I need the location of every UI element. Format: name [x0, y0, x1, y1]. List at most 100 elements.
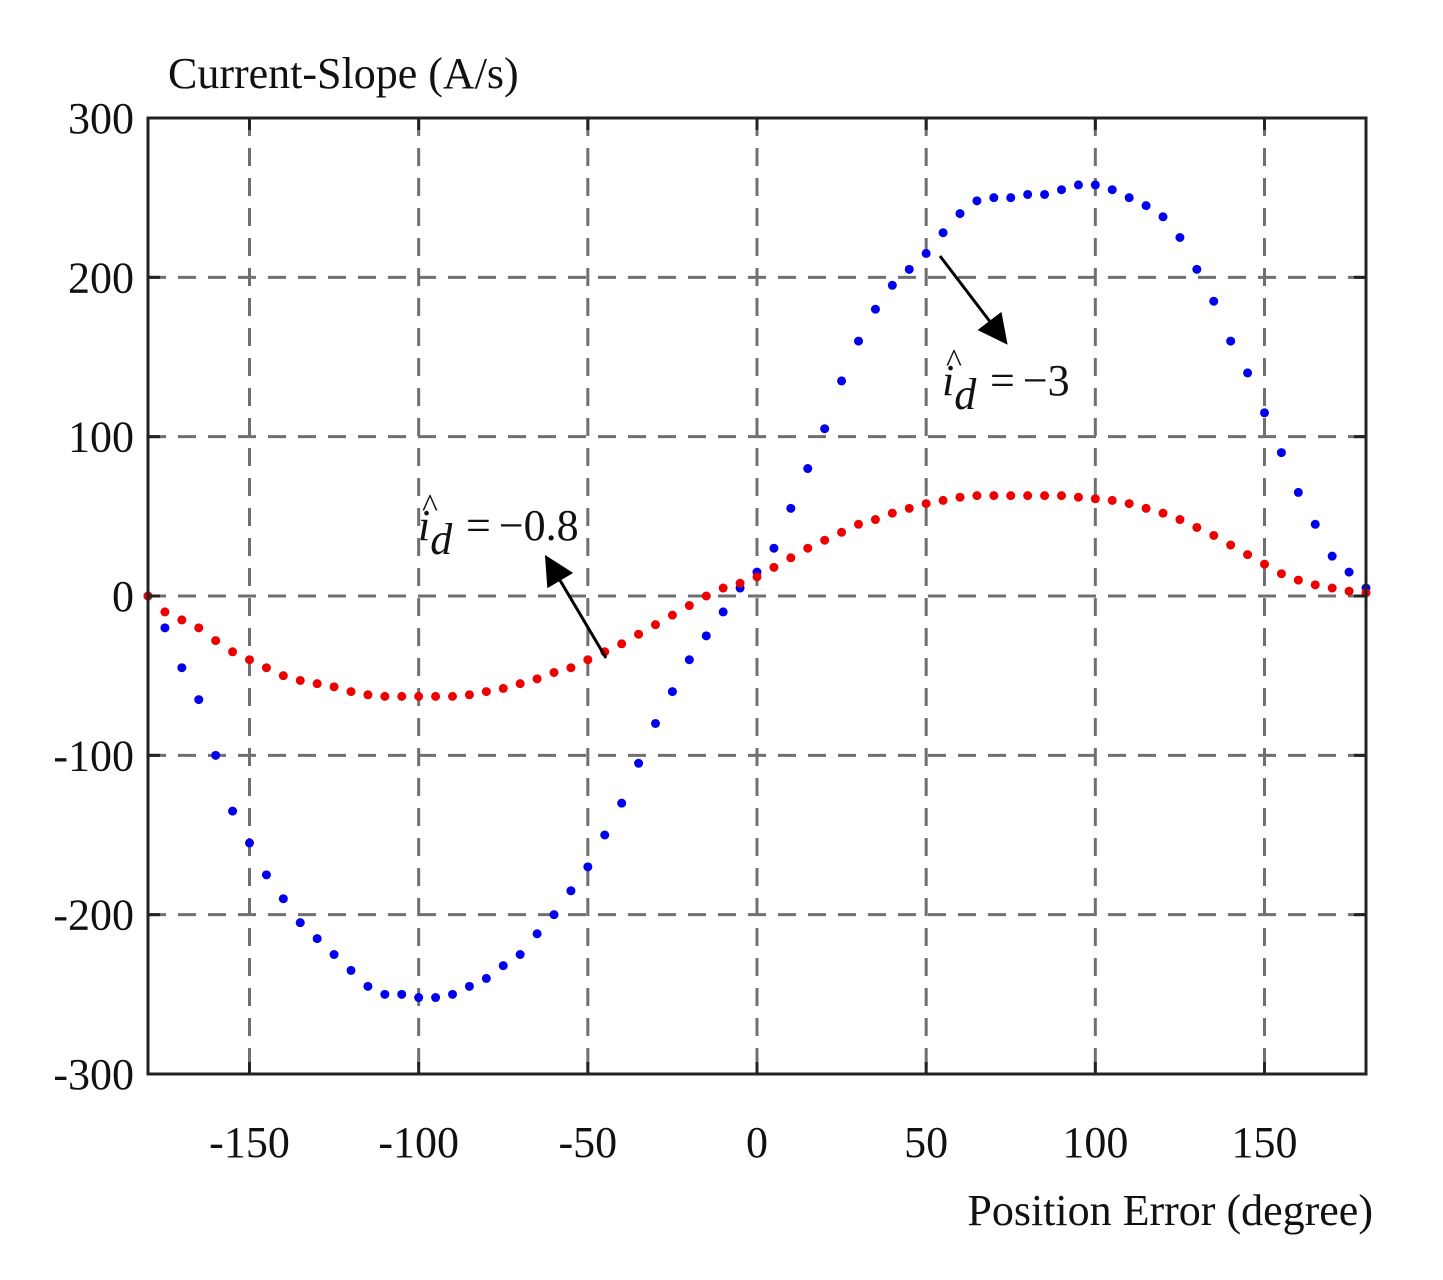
red-data-point — [211, 636, 221, 646]
blue-data-point — [583, 862, 593, 872]
red-data-point — [278, 671, 288, 681]
red-data-point — [752, 572, 762, 582]
blue-data-point — [1310, 519, 1320, 529]
blue-data-point — [1344, 567, 1354, 577]
blue-data-point — [177, 663, 187, 673]
blue-data-point — [1057, 185, 1066, 195]
blue-data-point — [1006, 193, 1016, 203]
red-data-point — [938, 495, 948, 505]
anno-blue-var: i — [942, 356, 954, 405]
red-data-point — [177, 615, 187, 625]
blue-data-point — [921, 248, 931, 258]
red-data-point — [464, 690, 474, 700]
blue-data-point — [431, 993, 441, 1003]
blue-data-point — [1327, 551, 1337, 561]
red-data-point — [1175, 515, 1185, 525]
y-tick-label: 200 — [68, 253, 134, 302]
blue-data-point — [684, 655, 694, 665]
blue-data-point — [1209, 296, 1219, 306]
red-data-point — [1209, 530, 1219, 540]
red-data-point — [1006, 491, 1016, 501]
red-data-point — [972, 491, 982, 501]
red-data-point — [803, 543, 813, 553]
blue-data-point — [481, 973, 491, 983]
blue-data-point — [1040, 189, 1050, 199]
blue-data-point — [1192, 264, 1202, 274]
red-data-point — [1226, 540, 1236, 550]
red-data-point — [837, 527, 847, 537]
red-data-point — [549, 667, 559, 677]
red-data-point — [1344, 586, 1354, 596]
red-data-point — [498, 683, 508, 693]
blue-data-point — [397, 989, 407, 999]
red-data-point — [431, 691, 441, 701]
grid-lines — [148, 118, 1366, 1074]
blue-data-point — [1158, 212, 1168, 222]
red-data-point — [448, 691, 457, 701]
red-data-point — [414, 691, 424, 701]
anno-red-relation: = — [466, 501, 491, 550]
blue-data-point — [1107, 185, 1117, 195]
blue-data-point — [870, 304, 880, 314]
red-data-point — [1073, 492, 1083, 502]
annotation-blue-label: id ^ = −3 — [942, 343, 1070, 419]
blue-data-point — [160, 623, 170, 633]
blue-data-point — [854, 336, 863, 346]
blue-data-point — [617, 798, 627, 808]
blue-data-point — [651, 718, 660, 728]
blue-data-point — [194, 695, 204, 705]
blue-data-point — [989, 193, 999, 203]
red-data-point — [786, 553, 796, 563]
anno-red-subscript: d — [430, 515, 453, 564]
anno-red-var: i — [418, 501, 430, 550]
blue-data-point — [972, 196, 982, 206]
red-data-point — [1293, 575, 1303, 585]
red-data-point — [955, 492, 965, 502]
blue-data-point — [363, 981, 373, 991]
x-tick-label: -150 — [209, 1118, 290, 1167]
blue-data-point — [634, 758, 644, 768]
anno-blue-relation: = — [990, 356, 1015, 405]
red-data-point — [1276, 569, 1286, 579]
blue-data-point — [549, 910, 559, 920]
y-tick-label: 300 — [68, 94, 134, 143]
blue-data-point — [228, 806, 238, 816]
red-data-point — [1090, 494, 1100, 504]
red-data-point — [701, 591, 711, 601]
red-data-point — [820, 535, 830, 545]
blue-data-point — [1175, 233, 1185, 242]
blue-data-point — [938, 228, 948, 238]
blue-data-point — [820, 424, 830, 434]
blue-data-point — [464, 981, 474, 991]
axis-ticks — [148, 116, 1366, 1076]
red-data-point — [346, 687, 356, 697]
blue-data-point — [667, 687, 677, 697]
y-tick-label: -100 — [53, 731, 134, 780]
y-tick-label: -200 — [53, 891, 134, 940]
svg-text:=−0.8: = −0.8 — [466, 501, 579, 550]
red-data-point — [295, 675, 305, 685]
blue-data-point — [718, 607, 728, 617]
svg-text:=−3: = −3 — [990, 356, 1070, 405]
y-tick-label: -300 — [53, 1050, 134, 1099]
blue-data-point — [414, 993, 424, 1003]
red-data-point — [735, 578, 745, 588]
blue-data-point — [1124, 193, 1134, 203]
blue-data-point — [1260, 408, 1269, 418]
red-data-point — [1243, 550, 1253, 560]
blue-data-point — [1293, 487, 1303, 497]
blue-data-point — [1090, 180, 1100, 190]
red-data-point — [904, 503, 914, 513]
blue-data-point — [329, 950, 339, 959]
blue-data-point — [532, 929, 542, 939]
x-tick-labels: -150 -100 -50 0 50 100 150 — [209, 1118, 1297, 1167]
red-data-point — [634, 629, 644, 639]
blue-data-point — [448, 989, 457, 999]
red-data-point — [228, 647, 238, 657]
blue-data-point — [904, 264, 914, 274]
red-data-point — [718, 583, 728, 593]
red-data-point — [989, 491, 999, 501]
blue-data-point — [837, 376, 847, 386]
data-points — [143, 180, 1371, 1003]
